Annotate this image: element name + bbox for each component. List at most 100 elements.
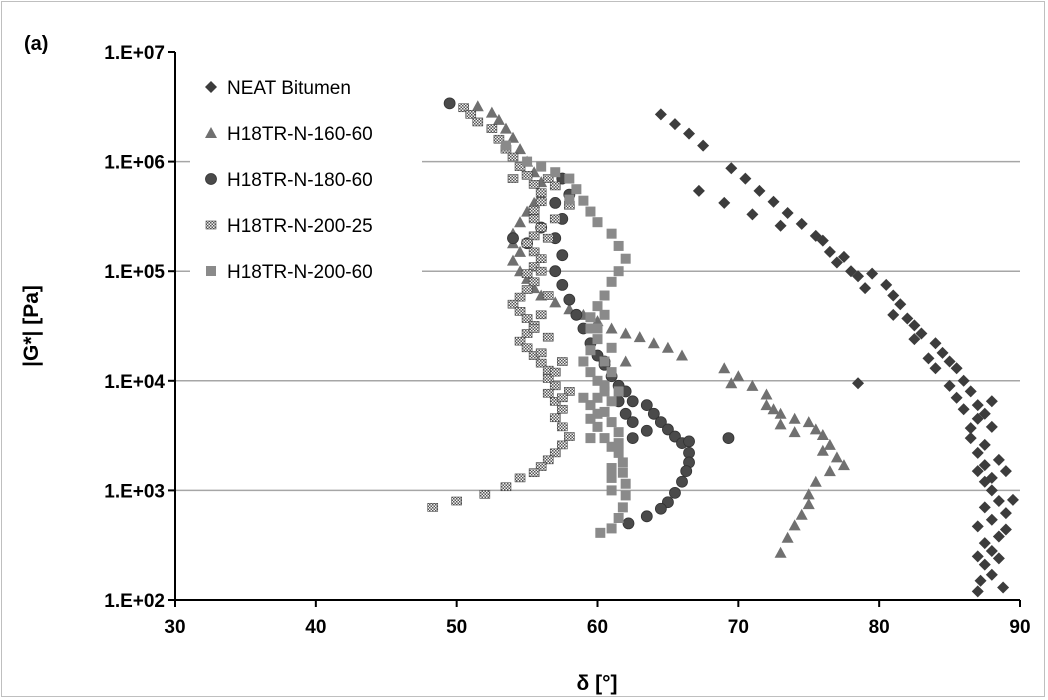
data-point	[549, 296, 562, 308]
data-point	[585, 323, 596, 334]
data-point	[929, 362, 942, 375]
data-point	[617, 457, 628, 468]
data-point	[613, 447, 624, 458]
data-point	[471, 100, 484, 112]
data-point	[617, 502, 628, 513]
data-point	[613, 427, 624, 438]
data-point	[957, 403, 970, 416]
data-point	[680, 465, 693, 478]
data-point	[978, 537, 991, 550]
data-point	[816, 234, 829, 247]
data-point	[528, 214, 540, 224]
data-point	[802, 416, 815, 428]
data-point	[880, 278, 893, 291]
data-point	[985, 544, 998, 557]
data-point	[549, 181, 561, 191]
data-point	[542, 233, 554, 243]
data-point	[528, 205, 540, 215]
x-tick-label: 50	[446, 617, 467, 638]
data-point	[654, 502, 667, 515]
data-point	[499, 122, 512, 134]
data-point	[985, 568, 998, 581]
data-point	[479, 490, 491, 499]
data-point	[599, 406, 610, 417]
data-point	[606, 367, 617, 378]
data-point	[536, 161, 547, 172]
data-point	[605, 322, 618, 334]
legend-entry: H18TR-N-200-60	[227, 262, 373, 283]
legend: NEAT Bitumen H18TR-N-160-60 H18TR-N-180-60…	[205, 78, 373, 283]
data-point	[578, 392, 589, 403]
data-point	[514, 143, 527, 155]
data-point	[830, 256, 843, 269]
data-point	[465, 110, 477, 119]
data-point	[746, 379, 759, 391]
data-point	[535, 197, 547, 207]
data-point	[606, 276, 617, 287]
data-point	[676, 349, 688, 361]
data-point	[599, 386, 610, 397]
data-point	[606, 417, 617, 428]
data-point	[613, 512, 624, 523]
data-point	[606, 228, 617, 239]
data-point	[542, 174, 554, 183]
data-point	[549, 265, 562, 278]
data-point	[528, 277, 540, 287]
data-point	[950, 391, 963, 404]
data-point	[999, 507, 1012, 520]
data-point	[556, 404, 568, 414]
data-point	[585, 367, 596, 378]
data-point	[971, 465, 984, 478]
data-point	[564, 173, 575, 184]
data-point	[837, 459, 850, 471]
data-point	[585, 345, 596, 356]
data-point	[795, 217, 808, 230]
data-point	[802, 488, 815, 500]
data-point	[521, 238, 533, 248]
series-1	[654, 108, 1019, 598]
data-point	[908, 333, 921, 346]
data-point	[985, 395, 998, 408]
data-point	[830, 451, 843, 463]
data-point	[683, 435, 695, 448]
data-point	[971, 446, 984, 459]
data-point	[992, 453, 1005, 466]
legend-marker	[205, 220, 217, 230]
data-point	[578, 356, 589, 367]
legend-entry: H18TR-N-200-25	[227, 216, 373, 237]
series-2	[471, 100, 850, 558]
data-point	[556, 440, 568, 450]
data-point	[585, 400, 596, 411]
x-ticks: 30 40 50 60 70 80 90	[164, 600, 1031, 638]
data-point	[535, 348, 547, 358]
data-point	[823, 438, 836, 450]
data-point	[507, 232, 519, 245]
x-tick-label: 40	[305, 617, 326, 638]
data-point	[606, 342, 617, 353]
data-point	[542, 455, 554, 465]
data-point	[859, 282, 872, 295]
data-point	[500, 482, 512, 492]
data-point	[550, 167, 561, 178]
data-point	[971, 585, 984, 598]
data-point	[774, 546, 787, 558]
y-tick-label: 1.E+04	[104, 372, 165, 393]
data-point	[971, 399, 984, 412]
data-point	[592, 217, 603, 228]
data-point	[592, 408, 603, 419]
legend-entry: H18TR-N-160-60	[227, 124, 373, 145]
data-point	[633, 331, 646, 343]
data-point	[514, 245, 527, 257]
data-point	[774, 418, 787, 430]
data-point	[626, 416, 639, 428]
data-point	[929, 337, 942, 350]
data-point	[619, 327, 632, 339]
data-point	[978, 501, 991, 514]
data-point	[585, 312, 596, 323]
data-point	[592, 334, 603, 345]
data-point	[613, 438, 624, 449]
data-point	[774, 407, 787, 419]
y-ticks: 1.E+02 1.E+03 1.E+04 1.E+05 1.E+06 1.E+07	[104, 43, 175, 612]
data-point	[507, 174, 519, 183]
